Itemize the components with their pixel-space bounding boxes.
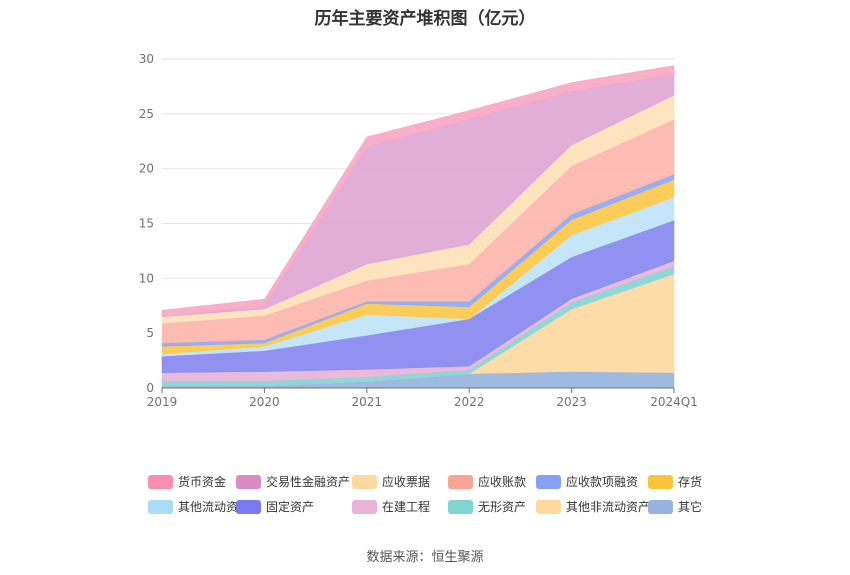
legend-item[interactable]: 应收账款 (448, 473, 526, 490)
x-tick-label: 2019 (147, 395, 178, 409)
legend-label: 其它 (678, 500, 703, 514)
x-tick-label: 2021 (352, 395, 383, 409)
legend-swatch (352, 474, 377, 489)
legend-item[interactable]: 其他非流动资产 (536, 498, 650, 515)
legend-label: 在建工程 (382, 500, 431, 514)
x-tick-label: 2022 (454, 395, 485, 409)
y-tick-label: 0 (146, 381, 154, 395)
legend-item[interactable]: 无形资产 (448, 498, 526, 515)
legend-label: 应收票据 (382, 475, 431, 489)
legend-label: 存货 (678, 475, 703, 489)
y-tick-label: 10 (139, 271, 154, 285)
legend-item[interactable]: 货币资金 (148, 473, 226, 490)
legend-label: 其他流动资产 (178, 500, 251, 514)
legend-label: 货币资金 (178, 475, 227, 489)
legend-swatch (148, 499, 173, 514)
data-source: 数据来源：恒生聚源 (366, 550, 484, 565)
legend-item[interactable]: 存货 (648, 473, 702, 490)
x-tick-label: 2023 (556, 395, 587, 409)
legend-item[interactable]: 在建工程 (352, 498, 430, 515)
legend-label: 无形资产 (478, 500, 527, 514)
legend-item[interactable]: 固定资产 (236, 498, 314, 515)
legend-swatch (648, 474, 673, 489)
legend-item[interactable]: 交易性金融资产 (236, 473, 350, 490)
legend-label: 固定资产 (266, 500, 315, 514)
y-tick-label: 20 (139, 162, 154, 176)
y-tick-label: 15 (139, 217, 154, 231)
area-series-11[interactable] (161, 65, 675, 317)
legend-item[interactable]: 应收款项融资 (536, 473, 638, 490)
legend-swatch (648, 499, 673, 514)
legend-swatch (352, 499, 377, 514)
chart-title: 历年主要资产堆积图（亿元） (314, 9, 536, 29)
legend-item[interactable]: 其它 (648, 498, 702, 515)
legend-swatch (148, 474, 173, 489)
legend-swatch (536, 474, 561, 489)
legend-swatch (536, 499, 561, 514)
legend-label: 交易性金融资产 (266, 475, 351, 489)
legend-swatch (236, 474, 261, 489)
legend-swatch (448, 474, 473, 489)
y-tick-label: 30 (139, 52, 154, 66)
legend-item[interactable]: 其他流动资产 (148, 498, 250, 515)
x-tick-label: 2024Q1 (650, 395, 698, 409)
y-tick-label: 25 (139, 107, 154, 121)
legend-swatch (448, 499, 473, 514)
axes: 0 5 10 15 20 25 30 2019 2020 2021 2022 2023 2024Q1 (139, 52, 698, 409)
legend-label: 应收账款 (478, 475, 527, 489)
legend-label: 应收款项融资 (566, 475, 639, 489)
y-tick-label: 5 (146, 326, 154, 340)
x-tick-label: 2020 (249, 395, 280, 409)
legend-swatch (236, 499, 261, 514)
legend-label: 其他非流动资产 (566, 500, 651, 514)
legend-item[interactable]: 应收票据 (352, 473, 430, 490)
area-series (161, 65, 675, 389)
